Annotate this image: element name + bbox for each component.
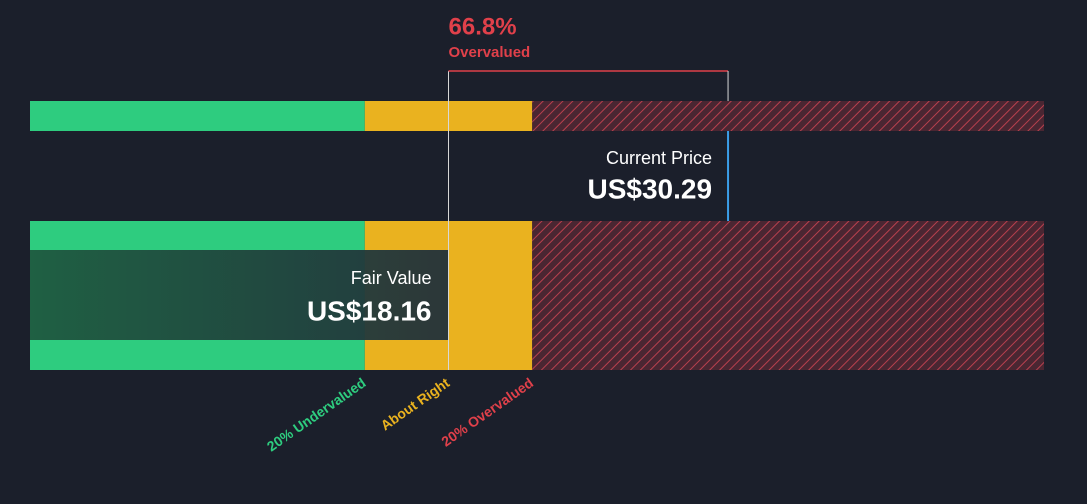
- current-price-name: Current Price: [606, 148, 712, 168]
- current-price-label: US$30.29: [587, 173, 712, 204]
- zone-overvalued: [532, 221, 1044, 370]
- difference-text: Overvalued: [449, 44, 531, 61]
- fair-value-bar: [30, 250, 449, 340]
- current-price-bar: [448, 131, 729, 221]
- fair-value-name: Fair Value: [351, 268, 432, 288]
- fair-value-label: US$18.16: [307, 295, 432, 326]
- zone-overvalued: [532, 101, 1044, 131]
- zone-label: 20% Undervalued: [264, 374, 369, 454]
- zone-label: 20% Overvalued: [438, 374, 536, 449]
- zone-label: About Right: [378, 374, 453, 433]
- difference-label: 66.8%: [449, 13, 517, 40]
- zone-undervalued: [30, 101, 365, 131]
